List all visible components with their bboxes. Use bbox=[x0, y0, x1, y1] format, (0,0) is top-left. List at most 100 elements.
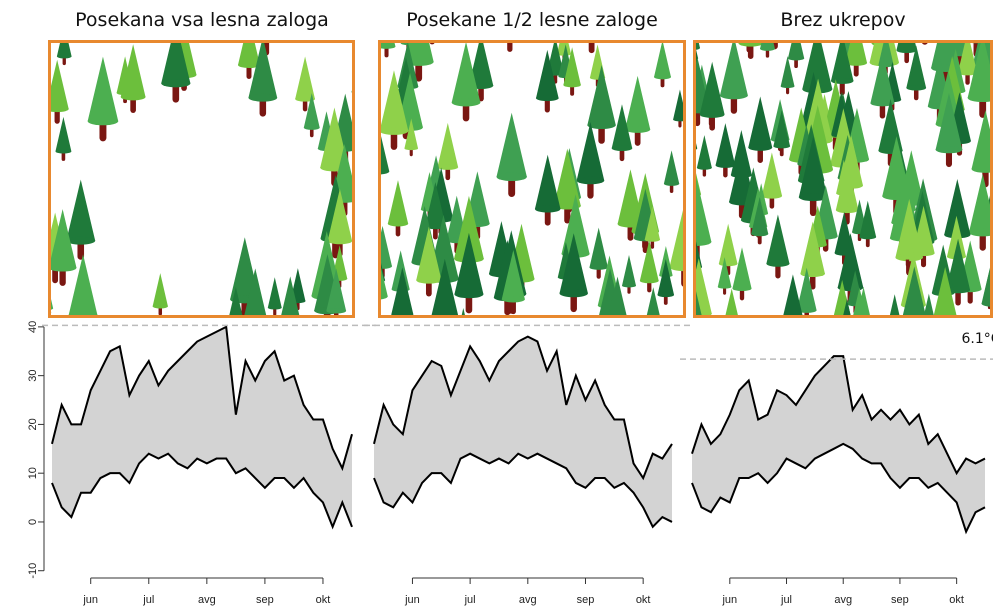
tree-crown-base bbox=[379, 34, 394, 38]
tree-crown-base bbox=[454, 290, 483, 298]
tree-trunk bbox=[739, 26, 743, 38]
tree-crown-base bbox=[622, 284, 636, 288]
tree-crown-base bbox=[326, 308, 346, 313]
tree-crown-base bbox=[932, 319, 958, 326]
tree-trunk bbox=[844, 329, 848, 341]
tree-crown-base bbox=[502, 296, 525, 302]
tree-crown-base bbox=[773, 144, 790, 149]
tree-trunk bbox=[693, 333, 698, 349]
panel-title: Brez ukrepov bbox=[780, 9, 905, 31]
tree-crown-base bbox=[657, 293, 674, 298]
tree-crown-base bbox=[88, 117, 119, 125]
tree-crown-base bbox=[498, 34, 521, 40]
tree-crown-base bbox=[780, 324, 805, 331]
tree-trunk bbox=[839, 331, 845, 349]
tree-crown-base bbox=[751, 232, 768, 237]
x-tick-label: sep bbox=[891, 594, 909, 606]
tree-crown-base bbox=[416, 277, 441, 284]
tree-crown-base bbox=[34, 99, 49, 103]
tree-trunk bbox=[371, 278, 376, 295]
tree-crown-base bbox=[732, 286, 751, 291]
tree-trunk bbox=[790, 325, 796, 343]
tree-crown-base bbox=[577, 177, 605, 185]
y-tick-label: 30 bbox=[27, 370, 39, 382]
tree-trunk bbox=[288, 321, 293, 337]
forest-illustrations bbox=[27, 0, 993, 349]
tree-crown-base bbox=[929, 19, 955, 26]
tree-crown-base bbox=[625, 126, 650, 133]
tree-crown bbox=[905, 0, 927, 22]
tree-trunk bbox=[914, 20, 919, 36]
tree-crown-base bbox=[404, 146, 418, 150]
tree-trunk bbox=[367, 22, 372, 37]
y-tick-label: -10 bbox=[27, 563, 39, 579]
forest bbox=[673, 0, 993, 349]
tree-crown-base bbox=[718, 285, 732, 289]
tree-crown-base bbox=[304, 125, 320, 129]
tree-crown-base bbox=[675, 32, 700, 39]
x-tick-label: jul bbox=[780, 594, 792, 606]
tree-crown bbox=[27, 260, 51, 312]
x-tick-label: avg bbox=[198, 594, 216, 606]
tree-trunk bbox=[462, 336, 465, 346]
tree-crown-base bbox=[388, 221, 408, 227]
tree-trunk bbox=[361, 90, 367, 108]
x-tick-label: okt bbox=[949, 594, 964, 606]
tree-crown-base bbox=[437, 164, 458, 170]
tree-crown-base bbox=[719, 261, 738, 266]
tree-crown bbox=[738, 0, 762, 43]
tree-crown-base bbox=[766, 261, 789, 267]
tree-crown bbox=[739, 0, 756, 25]
tree-crown-base bbox=[612, 145, 633, 151]
tree-crown-base bbox=[27, 309, 51, 316]
tree-crown bbox=[941, 0, 969, 34]
tree-crown-base bbox=[55, 149, 71, 153]
tree-trunk bbox=[729, 330, 734, 345]
tree-crown bbox=[29, 275, 47, 314]
x-tick-label: jun bbox=[404, 594, 420, 606]
tree-crown bbox=[675, 0, 700, 35]
tree-crown-base bbox=[352, 89, 376, 96]
chart: 6.1°Cjunjulavgsepokt bbox=[680, 331, 993, 606]
tree-crown-base bbox=[911, 23, 939, 31]
tree-crown-base bbox=[748, 144, 772, 151]
tree-crown-base bbox=[579, 33, 605, 40]
tree-crown-base bbox=[760, 47, 775, 51]
tree-crown-base bbox=[640, 278, 659, 283]
tree-crown-base bbox=[535, 206, 561, 213]
tree-crown-base bbox=[380, 127, 409, 135]
tree-crown bbox=[359, 0, 379, 24]
tree-crown-base bbox=[589, 265, 607, 270]
tree-crown-base bbox=[161, 79, 190, 87]
tree-crown-base bbox=[644, 324, 662, 329]
x-tick-label: jun bbox=[721, 594, 737, 606]
tree-crown-base bbox=[788, 56, 804, 60]
tree-crown bbox=[371, 0, 399, 23]
tree-crown bbox=[739, 0, 759, 40]
tree-trunk bbox=[746, 23, 750, 35]
tree-crown-base bbox=[739, 23, 756, 28]
tree-crown-base bbox=[781, 84, 795, 88]
x-tick-label: jul bbox=[142, 594, 154, 606]
tree-crown-base bbox=[57, 54, 72, 58]
tree-trunk bbox=[507, 35, 512, 52]
tree-crown-base bbox=[838, 329, 854, 333]
tree-trunk bbox=[607, 324, 613, 344]
tree-crown bbox=[733, 0, 750, 28]
tree-crown-base bbox=[29, 312, 47, 317]
x-tick-label: okt bbox=[316, 594, 331, 606]
tree-trunk bbox=[234, 321, 238, 333]
x-tick-label: sep bbox=[577, 594, 595, 606]
x-tick-label: avg bbox=[519, 594, 537, 606]
tree-trunk bbox=[927, 323, 930, 334]
tree-trunk bbox=[382, 21, 388, 41]
tree-crown-base bbox=[697, 166, 712, 170]
tree-crown-base bbox=[800, 270, 825, 277]
tree-trunk bbox=[939, 20, 945, 39]
tree-crown-base bbox=[373, 264, 392, 269]
tree-crown-base bbox=[654, 75, 671, 80]
tree-trunk bbox=[911, 318, 917, 336]
tree-crown-base bbox=[830, 329, 855, 336]
tree-crown-base bbox=[673, 323, 702, 331]
